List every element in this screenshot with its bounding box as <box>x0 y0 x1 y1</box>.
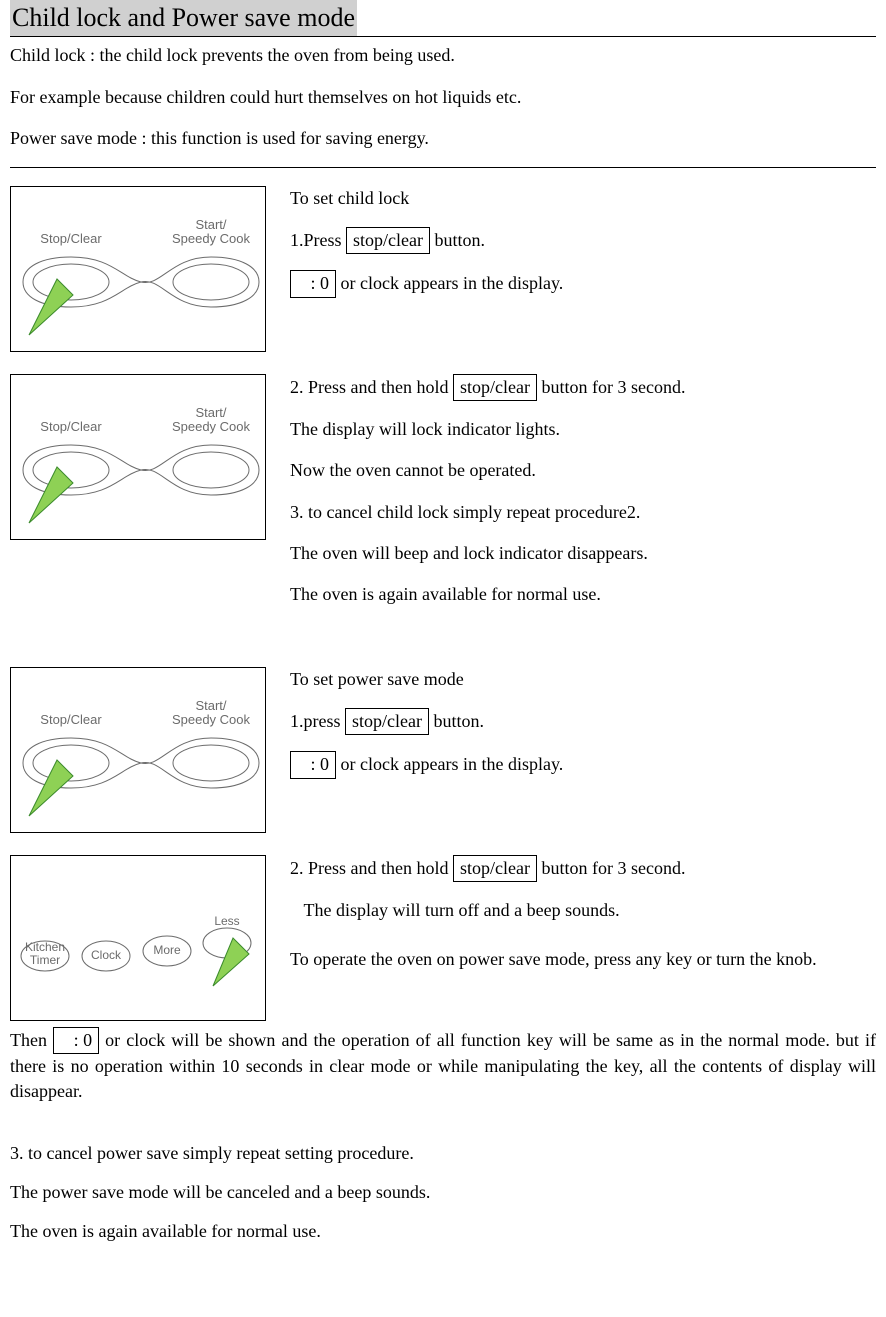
ps-cont-b: or clock will be shown and the operation… <box>10 1030 876 1101</box>
childlock-s1-after: button. <box>430 230 485 250</box>
childlock-s1-title: To set child lock <box>290 186 876 211</box>
divider <box>10 167 876 168</box>
stop-clear-button-label: stop/clear <box>345 708 429 735</box>
childlock-s2-line2: The display will lock indicator lights. <box>290 417 876 442</box>
ps-s2-l1a: 2. Press and then hold <box>290 858 453 878</box>
spacer <box>10 1119 876 1135</box>
page: Child lock and Power save mode Child loc… <box>0 0 886 1288</box>
childlock-s3-line1: 3. to cancel child lock simply repeat pr… <box>290 500 876 525</box>
figure-stopclear-3: Stop/Clear Start/ Speedy Cook <box>10 667 266 833</box>
childlock-step2-text: 2. Press and then hold stop/clear button… <box>290 374 876 623</box>
powersave-step2: Kitchen Timer Clock More Less 2. Press a… <box>10 855 876 1021</box>
stop-clear-button-label: stop/clear <box>453 855 537 882</box>
powersave-s2-line2: The display will turn off and a beep sou… <box>290 898 876 923</box>
powersave-s1-title: To set power save mode <box>290 667 876 692</box>
ps-cont-a: Then <box>10 1030 53 1050</box>
powersave-s1-press-line: 1.press stop/clear button. <box>290 708 876 735</box>
childlock-s3-line3: The oven is again available for normal u… <box>290 582 876 607</box>
ps-s1-after: button. <box>429 711 484 731</box>
ps-cont-para: Then : 0 or clock will be shown and the … <box>10 1027 876 1105</box>
ps-s1-press: 1.press <box>290 711 345 731</box>
cl-s2-l1b: button for 3 second. <box>537 377 685 397</box>
label-speedy: Speedy Cook <box>172 712 251 727</box>
title-bar: Child lock and Power save mode <box>10 0 876 37</box>
childlock-s1-press: 1.Press <box>290 230 346 250</box>
childlock-s1-display-line: : 0 or clock appears in the display. <box>290 270 876 297</box>
display-value: : 0 <box>53 1027 99 1054</box>
childlock-s3-line2: The oven will beep and lock indicator di… <box>290 541 876 566</box>
ps-s1-display-after: or clock appears in the display. <box>336 754 563 774</box>
powersave-step3: 3. to cancel power save simply repeat se… <box>10 1141 876 1245</box>
powersave-para: Power save mode : this function is used … <box>10 126 876 151</box>
panel-svg: Stop/Clear Start/ Speedy Cook <box>11 187 265 351</box>
label-stop-clear: Stop/Clear <box>40 231 102 246</box>
figure-stopclear-2: Stop/Clear Start/ Speedy Cook <box>10 374 266 540</box>
childlock-para-2: For example because children could hurt … <box>10 85 876 110</box>
figure-timer-panel: Kitchen Timer Clock More Less <box>10 855 266 1021</box>
page-title: Child lock and Power save mode <box>10 0 357 36</box>
label-timer: Timer <box>30 953 60 967</box>
powersave-s2-line3: To operate the oven on power save mode, … <box>290 947 876 972</box>
label-clock: Clock <box>91 948 122 962</box>
display-value: : 0 <box>290 270 336 297</box>
display-value: : 0 <box>290 751 336 778</box>
ps-s3-line1: 3. to cancel power save simply repeat se… <box>10 1141 876 1166</box>
panel-svg: Stop/Clear Start/ Speedy Cook <box>11 375 265 539</box>
childlock-step1-text: To set child lock 1.Press stop/clear but… <box>290 186 876 314</box>
powersave-step1-text: To set power save mode 1.press stop/clea… <box>290 667 876 795</box>
timer-panel-svg: Kitchen Timer Clock More Less <box>11 856 265 1020</box>
childlock-step1: Stop/Clear Start/ Speedy Cook To set chi… <box>10 186 876 352</box>
label-start: Start/ <box>195 217 226 232</box>
label-stop-clear: Stop/Clear <box>40 712 102 727</box>
ps-s2-l1b: button for 3 second. <box>537 858 685 878</box>
ps-s3-line3: The oven is again available for normal u… <box>10 1219 876 1244</box>
stop-clear-button-label: stop/clear <box>453 374 537 401</box>
powersave-continuation: Then : 0 or clock will be shown and the … <box>10 1027 876 1105</box>
arrow-icon <box>213 938 249 986</box>
childlock-s1-display-after: or clock appears in the display. <box>336 273 563 293</box>
ps-s3-line2: The power save mode will be canceled and… <box>10 1180 876 1205</box>
label-less: Less <box>214 914 239 928</box>
panel-svg: Stop/Clear Start/ Speedy Cook <box>11 668 265 832</box>
label-kitchen: Kitchen <box>25 940 65 954</box>
powersave-step1: Stop/Clear Start/ Speedy Cook To set pow… <box>10 667 876 833</box>
powersave-s1-display-line: : 0 or clock appears in the display. <box>290 751 876 778</box>
label-start: Start/ <box>195 698 226 713</box>
figure-stopclear-1: Stop/Clear Start/ Speedy Cook <box>10 186 266 352</box>
cl-s2-l1a: 2. Press and then hold <box>290 377 453 397</box>
childlock-s2-line1: 2. Press and then hold stop/clear button… <box>290 374 876 401</box>
label-start: Start/ <box>195 405 226 420</box>
intro-block: Child lock : the child lock prevents the… <box>10 43 876 151</box>
stop-clear-button-label: stop/clear <box>346 227 430 254</box>
childlock-s2-line3: Now the oven cannot be operated. <box>290 458 876 483</box>
label-speedy: Speedy Cook <box>172 231 251 246</box>
childlock-step2: Stop/Clear Start/ Speedy Cook 2. Press a… <box>10 374 876 623</box>
label-stop-clear: Stop/Clear <box>40 419 102 434</box>
spacer <box>10 645 876 667</box>
childlock-s1-press-line: 1.Press stop/clear button. <box>290 227 876 254</box>
powersave-s2-line1: 2. Press and then hold stop/clear button… <box>290 855 876 882</box>
childlock-para-1: Child lock : the child lock prevents the… <box>10 43 876 68</box>
powersave-step2-text: 2. Press and then hold stop/clear button… <box>290 855 876 989</box>
label-speedy: Speedy Cook <box>172 419 251 434</box>
label-more: More <box>153 943 181 957</box>
